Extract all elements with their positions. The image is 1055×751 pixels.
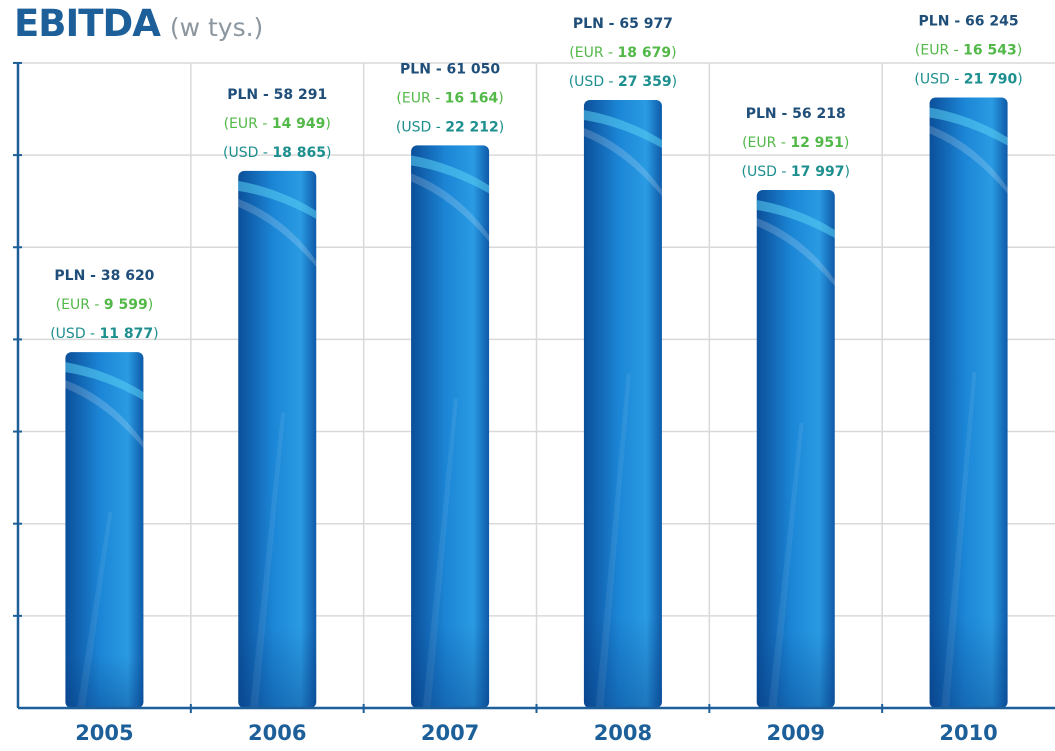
bar-shade [583, 100, 662, 708]
bar-streak [249, 412, 286, 708]
bar-highlight [411, 173, 490, 242]
label-usd: (USD - 27 359) [569, 74, 677, 90]
label-usd-prefix: (USD - [396, 119, 445, 135]
label-usd-suffix: ) [499, 119, 504, 135]
bar-streak [941, 372, 977, 708]
bar-group [929, 97, 1008, 709]
label-usd-suffix: ) [153, 326, 158, 342]
label-usd: (USD - 17 997) [742, 164, 850, 180]
label-eur: (EUR - 14 949) [224, 116, 331, 132]
label-pln: PLN - 38 620 [54, 268, 154, 284]
bar-shade [929, 97, 1008, 709]
label-usd-prefix: (USD - [914, 72, 963, 88]
bar-streak [768, 423, 804, 708]
label-eur-prefix: (EUR - [569, 45, 617, 61]
label-eur-suffix: ) [325, 116, 330, 132]
label-eur-suffix: ) [844, 135, 849, 151]
bar-streak [77, 512, 113, 708]
label-usd-suffix: ) [326, 145, 331, 161]
label-eur: (EUR - 9 599) [56, 297, 154, 313]
label-usd-suffix: ) [844, 164, 849, 180]
bar-highlight [65, 380, 144, 449]
x-tick-label: 2007 [421, 721, 479, 745]
label-eur-value: 12 951 [790, 135, 844, 151]
grid-layer [18, 62, 1055, 708]
chart-title: EBITDA [14, 2, 161, 45]
x-tick-label: 2005 [75, 721, 133, 745]
label-eur-prefix: (EUR - [224, 116, 272, 132]
label-usd-value: 11 877 [100, 326, 154, 342]
bar-shade [65, 352, 144, 708]
label-usd-value: 21 790 [964, 72, 1018, 88]
label-usd-prefix: (USD - [223, 145, 272, 161]
label-eur-suffix: ) [671, 45, 676, 61]
label-usd-suffix: ) [1017, 72, 1022, 88]
label-pln: PLN - 65 977 [573, 16, 673, 32]
axis-layer [13, 61, 1055, 713]
bar-highlight [583, 128, 662, 197]
label-usd-value: 22 212 [445, 119, 499, 135]
bar-shade [411, 145, 490, 708]
label-layer: PLN - 38 620(EUR - 9 599)(USD - 11 877)2… [50, 14, 1023, 745]
label-usd-prefix: (USD - [50, 326, 99, 342]
bar-group [65, 352, 144, 708]
x-tick-label: 2008 [594, 721, 652, 745]
label-eur: (EUR - 12 951) [742, 135, 849, 151]
bar-group [583, 100, 662, 708]
label-pln: PLN - 58 291 [227, 87, 327, 103]
label-usd: (USD - 21 790) [914, 72, 1022, 88]
label-usd-prefix: (USD - [569, 74, 618, 90]
label-usd: (USD - 18 865) [223, 145, 331, 161]
bar-group [411, 145, 490, 708]
bar-highlight [756, 217, 835, 286]
bar-streak [422, 398, 458, 708]
label-eur-suffix: ) [148, 297, 153, 313]
label-eur: (EUR - 16 543) [915, 43, 1022, 59]
label-usd-value: 17 997 [791, 164, 845, 180]
bar-highlight [929, 107, 1008, 146]
label-eur-value: 14 949 [272, 116, 326, 132]
label-pln: PLN - 56 218 [746, 106, 846, 122]
bar-layer [65, 97, 1008, 709]
label-pln: PLN - 61 050 [400, 61, 500, 77]
bar-highlight [411, 155, 490, 194]
label-eur-suffix: ) [1017, 43, 1022, 59]
bar-shade [238, 170, 317, 708]
bar-highlight [756, 199, 835, 238]
label-eur-prefix: (EUR - [396, 90, 444, 106]
label-usd: (USD - 11 877) [50, 326, 158, 342]
label-usd-value: 18 865 [272, 145, 326, 161]
bar-highlight [65, 362, 144, 401]
bar-highlight [929, 125, 1008, 194]
bar-highlight [238, 198, 317, 267]
chart-subtitle: (w tys.) [169, 13, 264, 42]
label-eur-value: 16 543 [963, 43, 1017, 59]
chart-title-row: EBITDA (w tys.) [14, 2, 263, 46]
label-usd-suffix: ) [672, 74, 677, 90]
label-eur-prefix: (EUR - [915, 43, 963, 59]
label-eur-value: 18 679 [618, 45, 672, 61]
label-eur: (EUR - 16 164) [396, 90, 503, 106]
label-eur-suffix: ) [498, 90, 503, 106]
label-eur-value: 9 599 [104, 297, 148, 313]
x-tick-label: 2010 [939, 721, 997, 745]
bar-streak [595, 373, 631, 708]
label-eur-value: 16 164 [445, 90, 499, 106]
label-eur: (EUR - 18 679) [569, 45, 676, 61]
label-eur-prefix: (EUR - [56, 297, 104, 313]
bar-group [756, 189, 835, 709]
label-pln: PLN - 66 245 [919, 14, 1019, 30]
x-tick-label: 2009 [767, 721, 825, 745]
bar-highlight [583, 110, 662, 149]
bar-group [238, 170, 317, 708]
bar-shade [756, 189, 835, 709]
label-eur-prefix: (EUR - [742, 135, 790, 151]
x-tick-label: 2006 [248, 721, 306, 745]
label-usd: (USD - 22 212) [396, 119, 504, 135]
bar-highlight [238, 180, 317, 219]
label-usd-value: 27 359 [618, 74, 672, 90]
label-usd-prefix: (USD - [742, 164, 791, 180]
